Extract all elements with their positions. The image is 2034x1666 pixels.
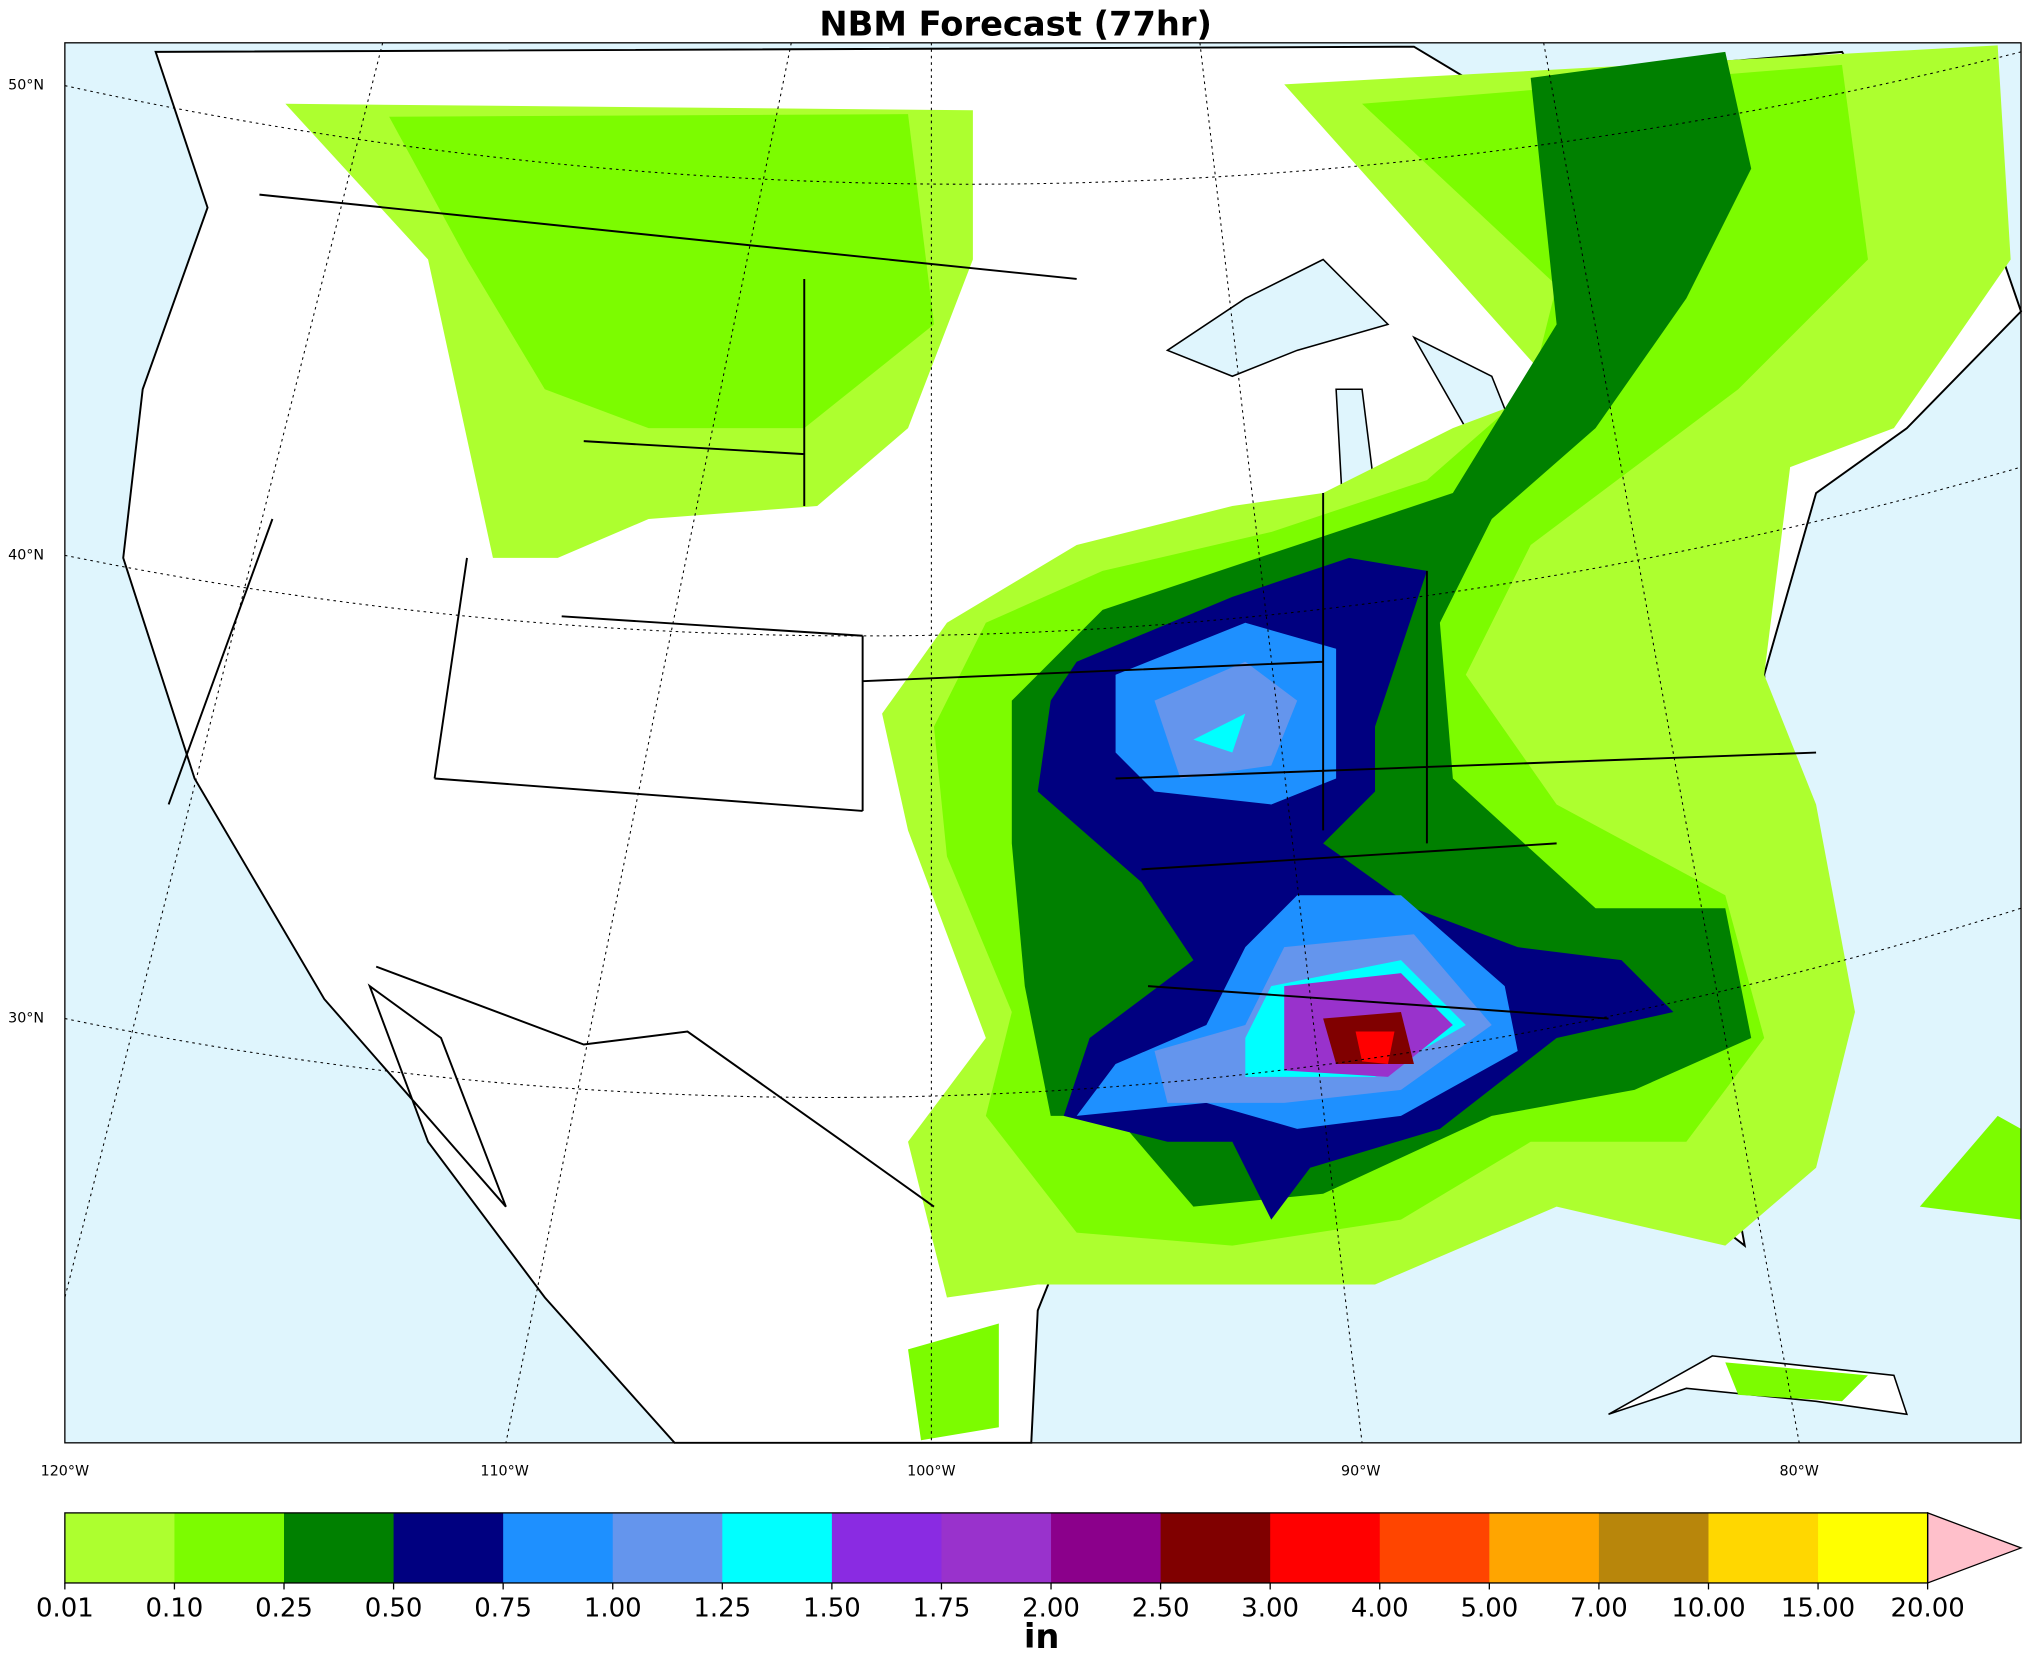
colorbar-label: in bbox=[1024, 1617, 1060, 1656]
colorbar-segment bbox=[1489, 1512, 1600, 1583]
colorbar-tick-label: 3.00 bbox=[1241, 1593, 1299, 1623]
colorbar-segment bbox=[612, 1512, 723, 1583]
title: NBM Forecast (77hr) bbox=[819, 4, 1212, 43]
colorbar-segment bbox=[1160, 1512, 1271, 1583]
colorbar-segment bbox=[503, 1512, 614, 1583]
colorbar-tick-label: 5.00 bbox=[1460, 1593, 1518, 1623]
colorbar-tick-label: 1.00 bbox=[584, 1593, 642, 1623]
colorbar-tick-label: 1.75 bbox=[913, 1593, 971, 1623]
lon-label: 100°W bbox=[907, 1463, 955, 1479]
colorbar-tick-label: 20.00 bbox=[1891, 1593, 1965, 1623]
colorbar-frame bbox=[64, 1512, 1929, 1584]
lon-label: 80°W bbox=[1780, 1463, 1819, 1479]
colorbar-tick-label: 2.50 bbox=[1132, 1593, 1190, 1623]
lon-label: 120°W bbox=[41, 1463, 89, 1479]
colorbar-extension bbox=[1926, 1511, 2023, 1584]
precip-area bbox=[389, 114, 934, 429]
lat-label: 40°N bbox=[8, 547, 44, 563]
colorbar-segment bbox=[1818, 1512, 1929, 1583]
colorbar-tick-label: 1.25 bbox=[693, 1593, 751, 1623]
colorbar-tick-label: 4.00 bbox=[1351, 1593, 1409, 1623]
lat-label: 30°N bbox=[8, 1011, 44, 1027]
graticule bbox=[64, 42, 2022, 1443]
colorbar-segment bbox=[1051, 1512, 1162, 1583]
lon-label: 110°W bbox=[480, 1463, 528, 1479]
map-frame bbox=[64, 42, 2022, 1444]
lat-label: 50°N bbox=[8, 78, 44, 94]
colorbar-segment bbox=[1379, 1512, 1490, 1583]
colorbar-segment bbox=[393, 1512, 504, 1583]
map-panel bbox=[64, 42, 2023, 1444]
precipitation-field bbox=[285, 45, 2022, 1441]
precip-area bbox=[1355, 1031, 1395, 1064]
colorbar-tick-label: 15.00 bbox=[1781, 1593, 1855, 1623]
colorbar: 0.01 0.10 0.25 0.50 0.75 1.00 1.25 1.50 1.75 2.00… bbox=[36, 1511, 2023, 1656]
colorbar-segment bbox=[722, 1512, 833, 1583]
colorbar-tick-label: 0.01 bbox=[36, 1593, 94, 1623]
colorbar-segment bbox=[174, 1512, 285, 1583]
colorbar-tick-label: 2.00 bbox=[1022, 1593, 1080, 1623]
colorbar-tick-label: 1.50 bbox=[803, 1593, 861, 1623]
colorbar-segment bbox=[1270, 1512, 1381, 1583]
colorbar-tick-label: 0.75 bbox=[474, 1593, 532, 1623]
colorbar-segment bbox=[1598, 1512, 1710, 1583]
colorbar-segment bbox=[941, 1512, 1052, 1583]
colorbar-tick-label: 0.25 bbox=[255, 1593, 313, 1623]
colorbar-segment bbox=[64, 1512, 176, 1583]
colorbar-tick-label: 7.00 bbox=[1570, 1593, 1628, 1623]
state-borders bbox=[167, 193, 1817, 1208]
colorbar-tick-label: 10.00 bbox=[1671, 1593, 1745, 1623]
colorbar-segment bbox=[1708, 1512, 1819, 1583]
colorbar-segment bbox=[284, 1512, 395, 1583]
colorbar-tick-label: 0.50 bbox=[365, 1593, 423, 1623]
colorbar-tick-label: 0.10 bbox=[146, 1593, 204, 1623]
lon-label: 90°W bbox=[1341, 1463, 1380, 1479]
colorbar-segment bbox=[831, 1512, 943, 1583]
